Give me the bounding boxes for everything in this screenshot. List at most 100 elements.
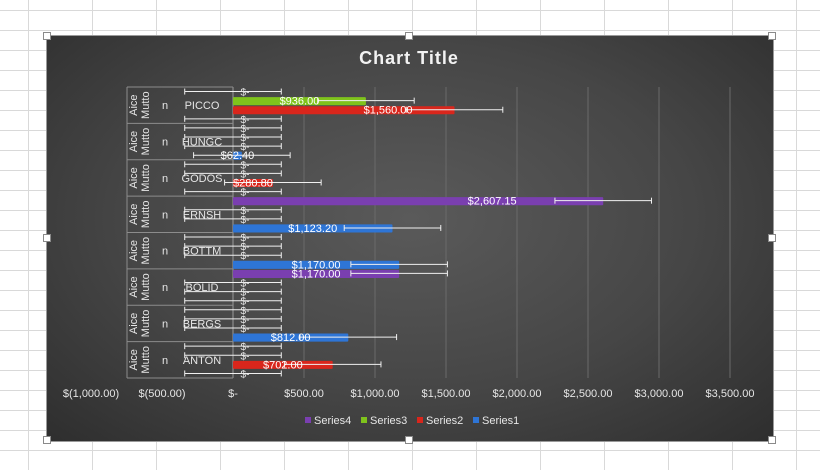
chart-title[interactable]: Chart Title (359, 48, 459, 68)
outer-category-label: Mutto (140, 346, 152, 374)
x-tick-label: $500.00 (284, 388, 324, 400)
bar-series4 (233, 269, 400, 278)
inner-category-label: n (162, 282, 168, 294)
data-label: $280.80 (233, 177, 273, 189)
data-label-empty: $- (241, 233, 250, 244)
x-tick-label: $2,500.00 (564, 388, 613, 400)
resize-handle-top-left[interactable] (43, 32, 51, 40)
data-label: $936.00 (280, 96, 320, 108)
category-tick-label: BOLID (185, 282, 218, 294)
outer-category-label: Mutto (140, 273, 152, 301)
inner-category-label: n (162, 209, 168, 221)
data-label-empty: $- (241, 297, 250, 308)
bar-series1 (233, 333, 349, 342)
data-label: $702.00 (263, 359, 303, 371)
x-tick-label: $1,500.00 (422, 388, 471, 400)
data-label-empty: $- (241, 369, 250, 380)
outer-category-label: Aice (128, 131, 140, 152)
legend-swatch-series1 (473, 417, 479, 423)
inner-category-label: n (162, 100, 168, 112)
resize-handle-bottom-left[interactable] (43, 436, 51, 444)
outer-category-label: Aice (128, 94, 140, 115)
data-label: $1,170.00 (292, 268, 341, 280)
outer-category-label: Aice (128, 313, 140, 334)
legend-entry-series4: Series4 (314, 415, 351, 427)
data-label: $2,607.15 (468, 196, 517, 208)
data-label: $1,123.20 (288, 223, 337, 235)
x-tick-label: $2,000.00 (493, 388, 542, 400)
category-tick-label: HUNGC (182, 137, 222, 149)
data-label-empty: $- (241, 306, 250, 317)
inner-category-label: n (162, 173, 168, 185)
data-label-empty: $- (241, 160, 250, 171)
outer-category-label: Mutto (140, 237, 152, 265)
data-label-empty: $- (241, 124, 250, 135)
data-label-empty: $- (241, 279, 250, 290)
x-tick-label: $3,000.00 (635, 388, 684, 400)
data-label-empty: $- (241, 88, 250, 99)
outer-category-label: Aice (128, 349, 140, 370)
inner-category-label: n (162, 246, 168, 258)
legend-swatch-series2 (417, 417, 423, 423)
resize-handle-left[interactable] (43, 234, 51, 242)
bar-series1 (233, 224, 393, 233)
data-label: $812.00 (271, 332, 311, 344)
data-label-empty: $- (241, 133, 250, 144)
data-label-empty: $- (241, 342, 250, 353)
category-tick-label: ERNSH (183, 209, 222, 221)
x-tick-label: $(500.00) (138, 388, 185, 400)
outer-category-label: Mutto (140, 201, 152, 229)
data-label-empty: $- (241, 206, 250, 217)
x-tick-label: $- (228, 388, 238, 400)
bar-series4 (233, 197, 604, 206)
outer-category-label: Mutto (140, 91, 152, 119)
category-tick-label: ANTON (183, 355, 221, 367)
resize-handle-bottom[interactable] (405, 436, 413, 444)
data-label-empty: $- (241, 215, 250, 226)
legend-entry-series3: Series3 (370, 415, 407, 427)
data-label-empty: $- (241, 142, 250, 153)
bar-series2 (233, 106, 455, 115)
legend-entry-series1: Series1 (482, 415, 519, 427)
outer-category-label: Aice (128, 167, 140, 188)
legend-entry-series2: Series2 (426, 415, 463, 427)
resize-handle-top[interactable] (405, 32, 413, 40)
data-label-empty: $- (241, 315, 250, 326)
data-label: $1,560.00 (364, 105, 413, 117)
x-tick-label: $3,500.00 (706, 388, 755, 400)
x-tick-label: $1,000.00 (351, 388, 400, 400)
outer-category-label: Aice (128, 204, 140, 225)
bar-series1 (233, 260, 400, 269)
chart-area[interactable] (46, 35, 774, 442)
data-label-empty: $- (241, 251, 250, 262)
resize-handle-bottom-right[interactable] (768, 436, 776, 444)
data-label-empty: $- (241, 242, 250, 253)
inner-category-label: n (162, 137, 168, 149)
legend-swatch-series4 (305, 417, 311, 423)
resize-handle-top-right[interactable] (768, 32, 776, 40)
outer-category-label: Mutto (140, 128, 152, 156)
data-label: $1,170.00 (292, 259, 341, 271)
data-label: $62.40 (221, 150, 255, 162)
data-label-empty: $- (241, 324, 250, 335)
category-tick-label: PICCO (185, 100, 220, 112)
x-tick-label: $(1,000.00) (63, 388, 119, 400)
bar-series2 (233, 360, 333, 369)
bar-series3 (233, 97, 366, 106)
outer-category-label: Mutto (140, 164, 152, 192)
data-label-empty: $- (241, 288, 250, 299)
data-label-empty: $- (241, 115, 250, 126)
resize-handle-right[interactable] (768, 234, 776, 242)
outer-category-label: Aice (128, 240, 140, 261)
inner-category-label: n (162, 355, 168, 367)
legend-swatch-series3 (361, 417, 367, 423)
outer-category-label: Aice (128, 276, 140, 297)
category-tick-label: BERGS (183, 318, 222, 330)
data-label-empty: $- (241, 169, 250, 180)
inner-category-label: n (162, 318, 168, 330)
data-label-empty: $- (241, 351, 250, 362)
category-tick-label: GODOS (182, 173, 223, 185)
data-label-empty: $- (241, 188, 250, 199)
outer-category-label: Mutto (140, 310, 152, 338)
